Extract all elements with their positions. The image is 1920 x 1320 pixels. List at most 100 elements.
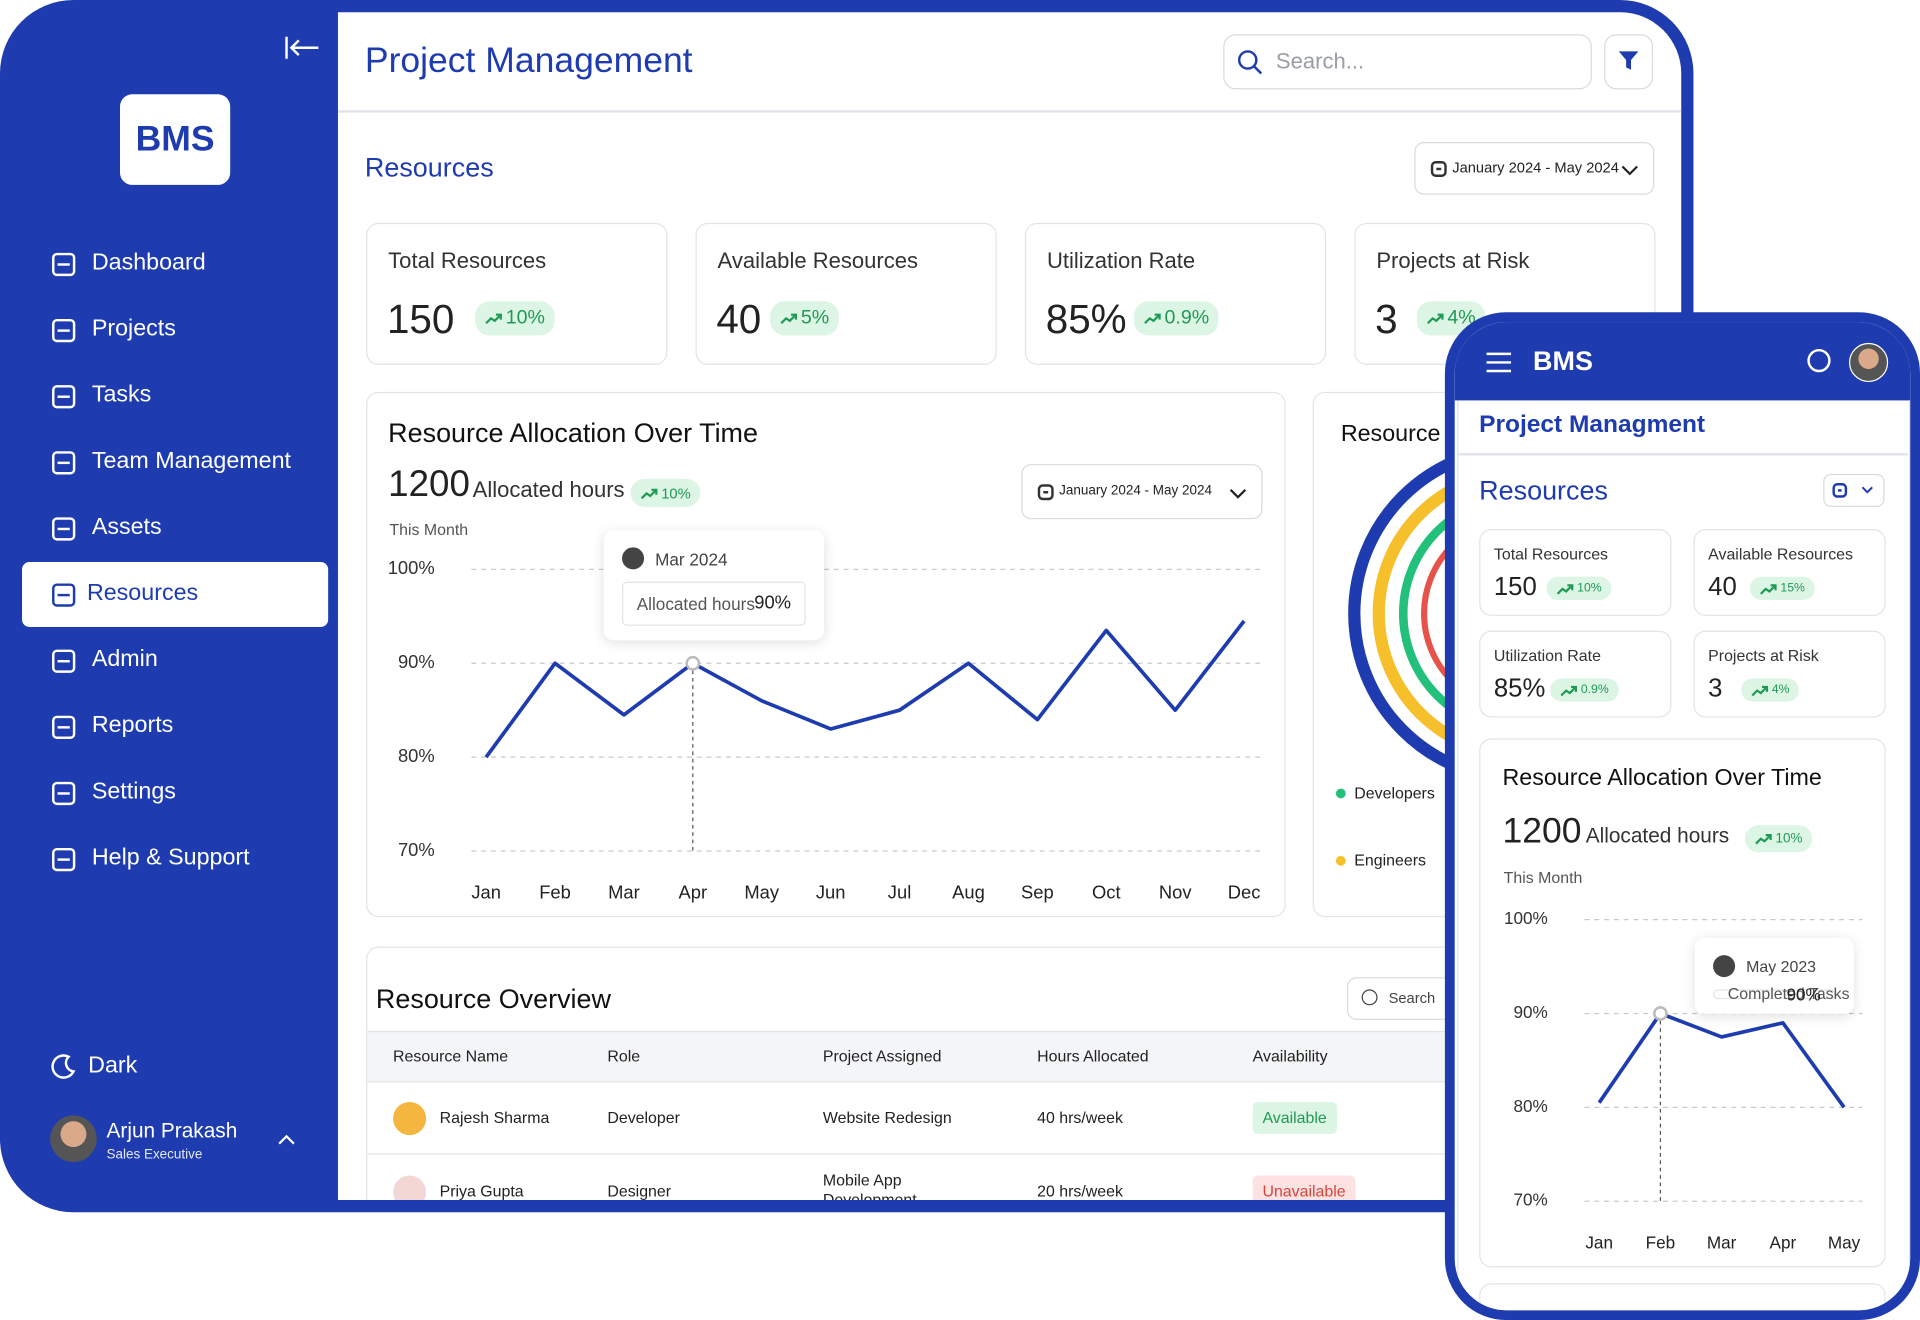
nav-item[interactable]: Tasks (91, 382, 152, 408)
nav-item[interactable]: Settings (91, 778, 176, 805)
trend-arrow (1144, 313, 1161, 325)
trend-icon (485, 313, 502, 325)
trend-icon (640, 488, 658, 499)
tooltip-icon (622, 547, 645, 570)
phone-kpi-card: Available Resources 40 15% (1693, 528, 1886, 616)
summary-label: Allocated hours (472, 477, 625, 503)
row-avatar (393, 1102, 427, 1136)
tooltip-label: Allocated hours (636, 593, 755, 614)
icon-shape (52, 781, 76, 806)
icon (52, 583, 76, 607)
tooltip-value: 90% (754, 592, 792, 614)
tooltip-body: Completed Tasks 90% (1713, 986, 1850, 1003)
x-tick-label: Jan (471, 882, 501, 903)
kpi-card: Utilization Rate 85% 0.9% (1024, 222, 1327, 365)
section-title: Resources (364, 151, 494, 183)
date-picker[interactable]: January 2024 - May 2024 (1414, 142, 1655, 195)
trend-arrow (1426, 313, 1444, 325)
change-badge: 10% (630, 478, 701, 507)
nav-item[interactable]: Help & Support (91, 844, 250, 871)
nav-item[interactable]: Assets (91, 514, 162, 541)
icon (52, 715, 76, 739)
change-text: 10% (1775, 831, 1803, 847)
icon (52, 318, 76, 343)
availability-badge: Available (1252, 1102, 1337, 1134)
summary-value: 1200 (388, 464, 470, 505)
change-badge: 0.9% (1550, 678, 1619, 702)
icon (52, 385, 76, 409)
phone-kpi-value: 40 (1708, 573, 1737, 602)
phone-kpi-card: Total Resources 150 10% (1479, 528, 1672, 616)
nav-item[interactable]: Dashboard (91, 249, 206, 276)
table-header-bg (367, 1031, 1470, 1083)
search-icon (1237, 50, 1263, 75)
kpi-value: 40 (716, 296, 762, 342)
icon (52, 649, 76, 673)
chevron-line (1621, 165, 1638, 175)
y-tick-label: 70% (398, 839, 435, 860)
legend-label: Developers (1354, 783, 1435, 803)
theme-toggle[interactable]: Dark (88, 1053, 138, 1079)
trend-arrow (1755, 834, 1772, 845)
tooltip-icon (1713, 955, 1736, 978)
trend-head (495, 313, 502, 320)
trend-icon (780, 313, 798, 325)
search-box[interactable]: Search... (1223, 34, 1592, 90)
icon (52, 781, 76, 806)
series-line (1597, 1011, 1846, 1109)
x-tick-label: Nov (1159, 882, 1192, 903)
phone-chart-card: Resource Allocation Over Time 1200 Allocat… (1479, 738, 1886, 1268)
nav-item[interactable]: Reports (91, 712, 174, 739)
x-tick-label: Jul (888, 882, 911, 903)
table-cell: Mobile App Development (822, 1170, 917, 1201)
chevron-line (278, 1134, 295, 1145)
nav-item[interactable]: Team Management (91, 448, 292, 474)
change-badge: 4% (1741, 678, 1800, 702)
x-tick-label: Jun (816, 882, 846, 903)
phone-kpi-label: Total Resources (1493, 544, 1609, 564)
nav-item[interactable]: Projects (91, 315, 176, 342)
change-text: 0.9% (1164, 307, 1210, 329)
trend-head (1437, 313, 1444, 320)
x-tick-label: May (744, 882, 780, 903)
nav-item[interactable]: Admin (91, 646, 158, 673)
row-avatar (393, 1175, 427, 1201)
change-text: 15% (1780, 581, 1805, 596)
legend-label: Engineers (1354, 851, 1426, 870)
tooltip-title: Mar 2024 (655, 549, 728, 570)
table-cell: Developer (607, 1108, 680, 1127)
phone-divider (1457, 453, 1908, 455)
trend-head (1770, 583, 1777, 590)
kpi-value: 150 (386, 296, 455, 342)
trend-arrow (780, 313, 797, 325)
change-badge: 0.9% (1133, 301, 1219, 336)
icon (52, 517, 76, 541)
user-name: Arjun Prakash (106, 1119, 238, 1143)
tooltip-body: Allocated hours 90% (622, 581, 806, 626)
change-text: 10% (1577, 581, 1602, 596)
chart-title: Resource Allocation Over Time (388, 417, 758, 449)
icon-shape (52, 385, 76, 409)
table-cell: Rajesh Sharma (439, 1108, 550, 1127)
phone-header (1454, 322, 1911, 401)
x-tick-label: Oct (1092, 882, 1121, 903)
filter-button[interactable] (1604, 34, 1654, 90)
phone-date-button[interactable] (1823, 473, 1885, 507)
column-header: Project Assigned (822, 1046, 942, 1066)
icon-shape (1832, 483, 1848, 498)
trend-icon (1144, 313, 1161, 325)
trend-head (791, 313, 798, 320)
trend-arrow (1556, 583, 1574, 595)
phone-avatar (1848, 342, 1889, 383)
x-tick-label: Jan (1585, 1233, 1613, 1253)
change-text: 10% (661, 484, 691, 502)
trend-arrow (485, 313, 502, 325)
nav-item[interactable]: Resources (86, 580, 199, 607)
date-picker[interactable]: January 2024 - May 2024 (1021, 464, 1263, 520)
table-cell: 40 hrs/week (1037, 1108, 1123, 1127)
icon-shape (1037, 483, 1054, 500)
phone-kpi-label: Projects at Risk (1708, 646, 1819, 665)
table-cell: Priya Gupta (439, 1181, 524, 1201)
menu-icon (1486, 352, 1512, 373)
kpi-label: Total Resources (388, 248, 547, 274)
